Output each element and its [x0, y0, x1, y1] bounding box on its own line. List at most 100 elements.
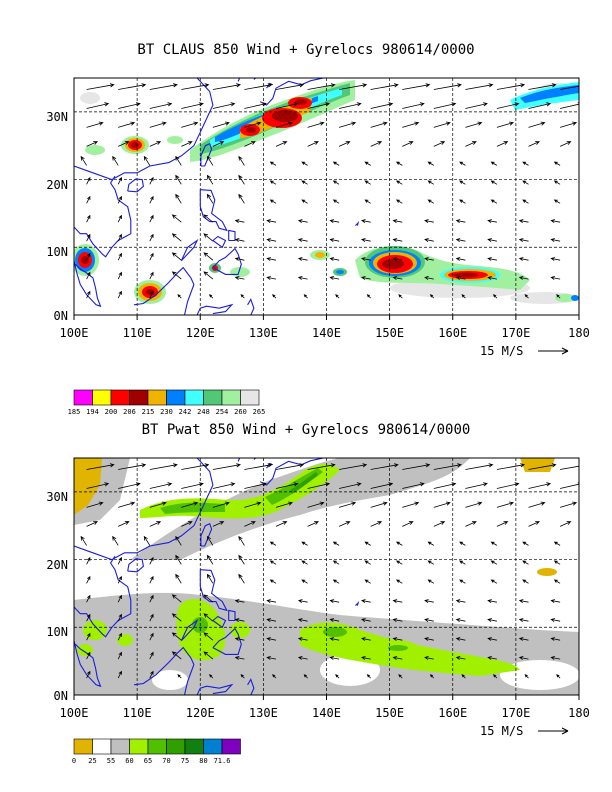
map2-wind-vectors [80, 463, 579, 679]
wind-arrow [338, 521, 351, 527]
wind-arrow [275, 102, 299, 109]
wind-arrow [266, 238, 277, 243]
wind-arrow [496, 501, 514, 508]
wind-arrow [234, 656, 245, 660]
wind-arrow [364, 579, 371, 584]
wind-arrow [112, 535, 119, 546]
coastline [253, 78, 257, 80]
wind-arrow [339, 102, 362, 109]
wind-arrow [244, 482, 267, 489]
wind-arrow [118, 521, 130, 527]
coastline [355, 601, 360, 606]
colorbar-swatch [221, 389, 241, 406]
wind-arrow [396, 579, 403, 584]
wind-arrow [275, 482, 299, 489]
map1-cloud-field [74, 80, 579, 304]
wind-arrow [522, 161, 529, 166]
wind-arrow [297, 618, 308, 623]
wind-arrow [86, 271, 91, 280]
wind-arrow [528, 83, 557, 90]
coastline [199, 189, 228, 232]
wind-arrow [370, 482, 394, 489]
wind-arrow [266, 656, 277, 660]
wind-arrow [269, 199, 277, 204]
wind-arrow [339, 83, 368, 90]
map1-grid [74, 78, 579, 315]
wind-arrow [143, 535, 151, 546]
wind-arrow [339, 463, 368, 470]
wind-arrow [149, 214, 154, 223]
wind-arrow [117, 670, 122, 679]
coastline [237, 458, 241, 462]
wind-arrow [112, 155, 119, 166]
wind-arrow [206, 155, 214, 166]
wind-arrow [149, 670, 154, 679]
map2-lat-30n: 30N [46, 490, 68, 504]
wind-arrow [86, 594, 91, 603]
lon-label: 180 [568, 326, 590, 340]
map2-lat-10n: 10N [46, 625, 68, 639]
wind-arrow [560, 102, 579, 109]
wind-arrow [392, 656, 403, 660]
wind-arrow [86, 141, 99, 147]
wind-arrow [402, 482, 425, 489]
wind-arrow [490, 180, 498, 185]
wind-arrow [335, 294, 340, 299]
wind-arrow [455, 257, 466, 261]
wind-arrow [360, 219, 371, 224]
colorbar-swatch [129, 389, 149, 406]
colorbar-label: 60 [125, 757, 133, 765]
wind-arrow [117, 195, 122, 204]
wind-arrow [522, 560, 529, 565]
wind-arrow [360, 618, 371, 623]
wind-arrow [424, 637, 434, 641]
wind-arrow [459, 199, 466, 204]
wind-arrow [524, 674, 529, 679]
map2-vector-key: 15 M/S [480, 724, 569, 738]
wind-arrow [80, 155, 87, 166]
wind-arrow [117, 594, 122, 603]
wind-arrow [171, 271, 182, 280]
wind-arrow [175, 535, 182, 546]
wind-arrow [522, 579, 529, 584]
wind-arrow [275, 83, 305, 90]
wind-arrow [455, 656, 466, 660]
colorbar-label: 71.6 [214, 757, 231, 765]
wind-arrow [465, 141, 477, 147]
coastline [228, 229, 236, 242]
wind-arrow [149, 651, 154, 660]
wind-arrow [490, 579, 498, 584]
lon-label: 140E [312, 326, 341, 340]
wind-arrow [297, 637, 308, 641]
wind-arrow [550, 599, 561, 604]
wind-arrow [370, 463, 399, 470]
wind-arrow [275, 141, 288, 147]
wind-arrow [392, 599, 403, 604]
wind-arrow [86, 670, 91, 679]
wind-arrow [212, 482, 236, 489]
wind-arrow [307, 482, 331, 489]
colorbar-label: 25 [88, 757, 96, 765]
wind-arrow [177, 674, 182, 679]
wind-arrow [560, 85, 579, 90]
wind-arrow [496, 141, 509, 147]
wind-arrow [117, 214, 122, 223]
wind-arrow [275, 121, 293, 128]
wind-arrow [392, 257, 403, 261]
wind-arrow [455, 219, 466, 224]
wind-arrow [427, 560, 435, 565]
wind-arrow [234, 257, 245, 261]
colorbar-swatch [203, 389, 223, 406]
map2-vector-key-label: 15 M/S [480, 724, 523, 738]
wind-arrow [86, 575, 91, 584]
map2-coastlines [74, 458, 360, 695]
wind-arrow [175, 155, 182, 166]
wind-arrow [553, 199, 561, 204]
colorbar-label: 194 [86, 408, 99, 416]
wind-arrow [490, 560, 498, 565]
wind-arrow [181, 121, 199, 128]
wind-arrow [487, 599, 497, 604]
wind-arrow [203, 214, 214, 223]
coastline [212, 235, 227, 249]
wind-arrow [118, 121, 136, 128]
